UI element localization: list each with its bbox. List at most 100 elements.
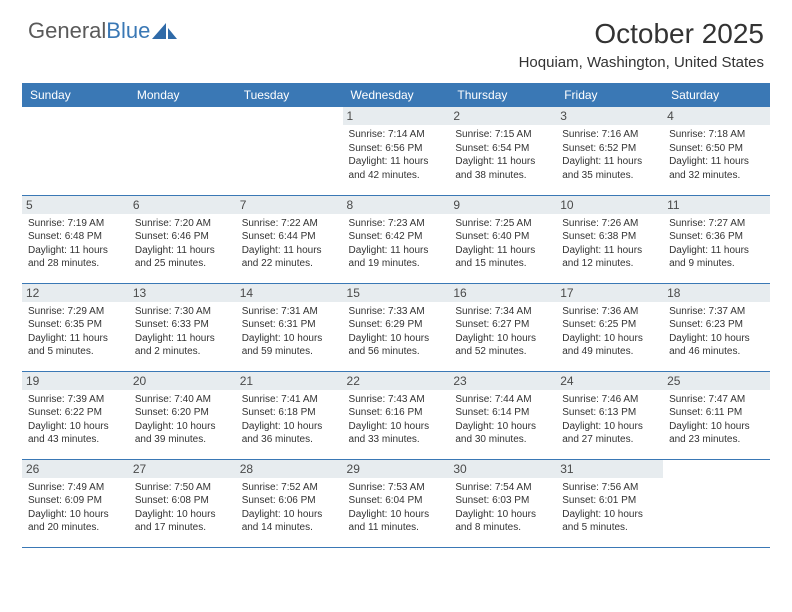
day-number: 19: [22, 372, 129, 390]
title-block: October 2025 Hoquiam, Washington, United…: [519, 18, 764, 71]
calendar-cell: 16Sunrise: 7:34 AMSunset: 6:27 PMDayligh…: [449, 283, 556, 371]
day-details: Sunrise: 7:15 AMSunset: 6:54 PMDaylight:…: [455, 128, 550, 182]
calendar-cell: [663, 459, 770, 547]
day-number: 22: [343, 372, 450, 390]
day-details: Sunrise: 7:56 AMSunset: 6:01 PMDaylight:…: [562, 481, 657, 535]
day-number: 1: [343, 107, 450, 125]
day-number: 29: [343, 460, 450, 478]
calendar-week-row: 1 Sunrise: 7:14 AMSunset: 6:56 PMDaylight…: [22, 107, 770, 195]
day-details: Sunrise: 7:37 AMSunset: 6:23 PMDaylight:…: [669, 305, 764, 359]
day-number: 26: [22, 460, 129, 478]
brand-logo: GeneralBlue: [28, 18, 178, 44]
calendar-cell: 22 Sunrise: 7:43 AMSunset: 6:16 PMDayligh…: [343, 371, 450, 459]
calendar-cell: 12 Sunrise: 7:29 AMSunset: 6:35 PMDayligh…: [22, 283, 129, 371]
day-details: Sunrise: 7:53 AMSunset: 6:04 PMDaylight:…: [349, 481, 444, 535]
day-number: 5: [22, 196, 129, 214]
day-details: Sunrise: 7:34 AMSunset: 6:27 PMDaylight:…: [455, 305, 550, 359]
day-number: 31: [556, 460, 663, 478]
calendar-head: SundayMondayTuesdayWednesdayThursdayFrid…: [22, 83, 770, 107]
day-details: Sunrise: 7:39 AMSunset: 6:22 PMDaylight:…: [28, 393, 123, 447]
day-number: 21: [236, 372, 343, 390]
day-details: Sunrise: 7:27 AMSunset: 6:36 PMDaylight:…: [669, 217, 764, 271]
day-number: 15: [343, 284, 450, 302]
day-details: Sunrise: 7:30 AMSunset: 6:33 PMDaylight:…: [135, 305, 230, 359]
calendar-cell: 8 Sunrise: 7:23 AMSunset: 6:42 PMDaylight…: [343, 195, 450, 283]
calendar-cell: 18 Sunrise: 7:37 AMSunset: 6:23 PMDayligh…: [663, 283, 770, 371]
header: GeneralBlue October 2025 Hoquiam, Washin…: [0, 0, 792, 75]
day-details: Sunrise: 7:41 AMSunset: 6:18 PMDaylight:…: [242, 393, 337, 447]
day-number: 28: [236, 460, 343, 478]
day-header: Friday: [556, 83, 663, 107]
calendar-cell: 4 Sunrise: 7:18 AMSunset: 6:50 PMDaylight…: [663, 107, 770, 195]
calendar-cell: 3Sunrise: 7:16 AMSunset: 6:52 PMDaylight…: [556, 107, 663, 195]
calendar-cell: 19 Sunrise: 7:39 AMSunset: 6:22 PMDayligh…: [22, 371, 129, 459]
day-header: Tuesday: [236, 83, 343, 107]
day-details: Sunrise: 7:20 AMSunset: 6:46 PMDaylight:…: [135, 217, 230, 271]
day-details: Sunrise: 7:22 AMSunset: 6:44 PMDaylight:…: [242, 217, 337, 271]
day-details: Sunrise: 7:47 AMSunset: 6:11 PMDaylight:…: [669, 393, 764, 447]
calendar-cell: 11 Sunrise: 7:27 AMSunset: 6:36 PMDayligh…: [663, 195, 770, 283]
month-title: October 2025: [519, 18, 764, 50]
day-details: Sunrise: 7:54 AMSunset: 6:03 PMDaylight:…: [455, 481, 550, 535]
day-details: Sunrise: 7:50 AMSunset: 6:08 PMDaylight:…: [135, 481, 230, 535]
day-number: 24: [556, 372, 663, 390]
day-number: 27: [129, 460, 236, 478]
day-details: Sunrise: 7:52 AMSunset: 6:06 PMDaylight:…: [242, 481, 337, 535]
calendar-cell: 28 Sunrise: 7:52 AMSunset: 6:06 PMDayligh…: [236, 459, 343, 547]
calendar-cell: 7Sunrise: 7:22 AMSunset: 6:44 PMDaylight…: [236, 195, 343, 283]
day-details: Sunrise: 7:25 AMSunset: 6:40 PMDaylight:…: [455, 217, 550, 271]
day-details: Sunrise: 7:46 AMSunset: 6:13 PMDaylight:…: [562, 393, 657, 447]
calendar-cell: 17Sunrise: 7:36 AMSunset: 6:25 PMDayligh…: [556, 283, 663, 371]
calendar-cell: 15 Sunrise: 7:33 AMSunset: 6:29 PMDayligh…: [343, 283, 450, 371]
day-header: Thursday: [449, 83, 556, 107]
calendar-week-row: 12 Sunrise: 7:29 AMSunset: 6:35 PMDayligh…: [22, 283, 770, 371]
calendar-cell: 2Sunrise: 7:15 AMSunset: 6:54 PMDaylight…: [449, 107, 556, 195]
day-number: 4: [663, 107, 770, 125]
day-number: 3: [556, 107, 663, 125]
day-header: Monday: [129, 83, 236, 107]
calendar-cell: 9Sunrise: 7:25 AMSunset: 6:40 PMDaylight…: [449, 195, 556, 283]
day-header: Wednesday: [343, 83, 450, 107]
day-details: Sunrise: 7:33 AMSunset: 6:29 PMDaylight:…: [349, 305, 444, 359]
brand-part1: General: [28, 18, 106, 44]
calendar-cell: 10 Sunrise: 7:26 AMSunset: 6:38 PMDayligh…: [556, 195, 663, 283]
day-details: Sunrise: 7:36 AMSunset: 6:25 PMDaylight:…: [562, 305, 657, 359]
calendar-cell: 29 Sunrise: 7:53 AMSunset: 6:04 PMDayligh…: [343, 459, 450, 547]
calendar-week-row: 26 Sunrise: 7:49 AMSunset: 6:09 PMDayligh…: [22, 459, 770, 547]
day-number: 25: [663, 372, 770, 390]
day-details: Sunrise: 7:18 AMSunset: 6:50 PMDaylight:…: [669, 128, 764, 182]
calendar-week-row: 19 Sunrise: 7:39 AMSunset: 6:22 PMDayligh…: [22, 371, 770, 459]
day-details: Sunrise: 7:26 AMSunset: 6:38 PMDaylight:…: [562, 217, 657, 271]
day-number: 23: [449, 372, 556, 390]
calendar-cell: 21 Sunrise: 7:41 AMSunset: 6:18 PMDayligh…: [236, 371, 343, 459]
calendar-table: SundayMondayTuesdayWednesdayThursdayFrid…: [22, 83, 770, 548]
day-number: 10: [556, 196, 663, 214]
day-number: 11: [663, 196, 770, 214]
brand-part2: Blue: [106, 18, 150, 44]
calendar-cell: 31 Sunrise: 7:56 AMSunset: 6:01 PMDayligh…: [556, 459, 663, 547]
day-details: Sunrise: 7:14 AMSunset: 6:56 PMDaylight:…: [349, 128, 444, 182]
day-header: Saturday: [663, 83, 770, 107]
calendar-cell: [129, 107, 236, 195]
day-number: 12: [22, 284, 129, 302]
day-details: Sunrise: 7:19 AMSunset: 6:48 PMDaylight:…: [28, 217, 123, 271]
day-number: 8: [343, 196, 450, 214]
calendar-cell: 13Sunrise: 7:30 AMSunset: 6:33 PMDayligh…: [129, 283, 236, 371]
calendar-cell: 1 Sunrise: 7:14 AMSunset: 6:56 PMDaylight…: [343, 107, 450, 195]
day-details: Sunrise: 7:49 AMSunset: 6:09 PMDaylight:…: [28, 481, 123, 535]
calendar-cell: 26 Sunrise: 7:49 AMSunset: 6:09 PMDayligh…: [22, 459, 129, 547]
day-number: 18: [663, 284, 770, 302]
day-details: Sunrise: 7:29 AMSunset: 6:35 PMDaylight:…: [28, 305, 123, 359]
calendar-cell: 23Sunrise: 7:44 AMSunset: 6:14 PMDayligh…: [449, 371, 556, 459]
calendar-body: 1 Sunrise: 7:14 AMSunset: 6:56 PMDaylight…: [22, 107, 770, 547]
calendar-week-row: 5 Sunrise: 7:19 AMSunset: 6:48 PMDaylight…: [22, 195, 770, 283]
day-details: Sunrise: 7:43 AMSunset: 6:16 PMDaylight:…: [349, 393, 444, 447]
day-details: Sunrise: 7:31 AMSunset: 6:31 PMDaylight:…: [242, 305, 337, 359]
calendar-cell: 24 Sunrise: 7:46 AMSunset: 6:13 PMDayligh…: [556, 371, 663, 459]
day-details: Sunrise: 7:23 AMSunset: 6:42 PMDaylight:…: [349, 217, 444, 271]
calendar-cell: 5 Sunrise: 7:19 AMSunset: 6:48 PMDaylight…: [22, 195, 129, 283]
day-number: 14: [236, 284, 343, 302]
day-header: Sunday: [22, 83, 129, 107]
logo-sail-icon: [152, 21, 178, 41]
calendar-wrapper: SundayMondayTuesdayWednesdayThursdayFrid…: [0, 75, 792, 548]
